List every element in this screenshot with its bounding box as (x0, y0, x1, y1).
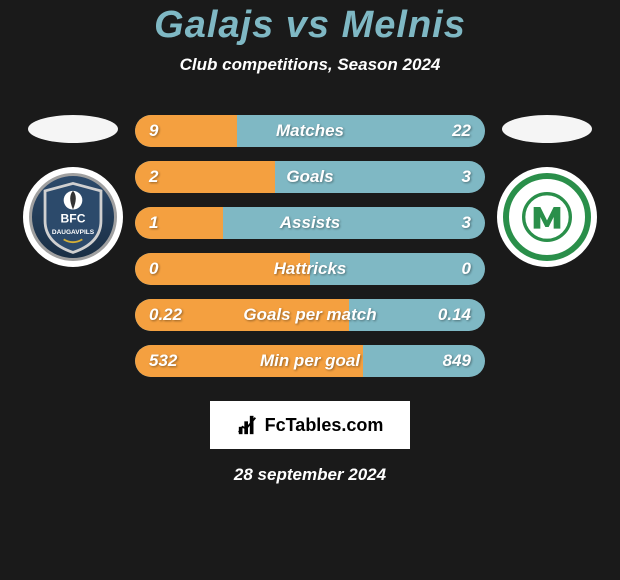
team-logo-right (497, 167, 597, 267)
stat-bar: 532 Min per goal 849 (135, 345, 485, 377)
page-title: Galajs vs Melnis (154, 4, 466, 47)
stat-value-left: 0.22 (149, 305, 182, 325)
team-logo-left-inner: BFC DAUGAVPILS (29, 173, 117, 261)
page-subtitle: Club competitions, Season 2024 (180, 55, 441, 75)
country-flag-left (28, 115, 118, 143)
stat-bar: 1 Assists 3 (135, 207, 485, 239)
stat-label: Goals (286, 167, 333, 187)
comparison-date: 28 september 2024 (234, 465, 386, 485)
stat-bar: 0.22 Goals per match 0.14 (135, 299, 485, 331)
stat-bar: 2 Goals 3 (135, 161, 485, 193)
right-side-col (497, 115, 597, 267)
comparison-card: Galajs vs Melnis Club competitions, Seas… (0, 0, 620, 580)
stat-value-left: 1 (149, 213, 158, 233)
stat-label: Hattricks (274, 259, 347, 279)
stat-label: Goals per match (243, 305, 376, 325)
stat-value-left: 0 (149, 259, 158, 279)
stat-value-right: 22 (452, 121, 471, 141)
stat-value-right: 0 (462, 259, 471, 279)
fctables-label: FcTables.com (265, 415, 384, 436)
stats-column: 9Matches222Goals31Assists30Hattricks00.2… (135, 115, 485, 377)
stat-bar: 0 Hattricks 0 (135, 253, 485, 285)
team-logo-left: BFC DAUGAVPILS (23, 167, 123, 267)
stat-value-left: 2 (149, 167, 158, 187)
stat-value-right: 3 (462, 167, 471, 187)
letter-m-icon (522, 192, 572, 242)
team-left-short: BFC (61, 212, 86, 226)
stat-value-right: 3 (462, 213, 471, 233)
stat-label: Matches (276, 121, 344, 141)
team-logo-right-inner (503, 173, 591, 261)
stat-label: Assists (280, 213, 340, 233)
main-row: BFC DAUGAVPILS 9Matches222Goals31Assists… (0, 115, 620, 377)
shield-icon: BFC DAUGAVPILS (32, 176, 114, 258)
left-side-col: BFC DAUGAVPILS (23, 115, 123, 267)
bar-chart-icon (237, 414, 259, 436)
stat-label: Min per goal (260, 351, 360, 371)
stat-value-right: 849 (443, 351, 471, 371)
stat-bar: 9 Matches 22 (135, 115, 485, 147)
fctables-attribution[interactable]: FcTables.com (210, 401, 410, 449)
stat-value-right: 0.14 (438, 305, 471, 325)
stat-value-left: 532 (149, 351, 177, 371)
team-left-sub: DAUGAVPILS (52, 229, 95, 236)
stat-value-left: 9 (149, 121, 158, 141)
country-flag-right (502, 115, 592, 143)
